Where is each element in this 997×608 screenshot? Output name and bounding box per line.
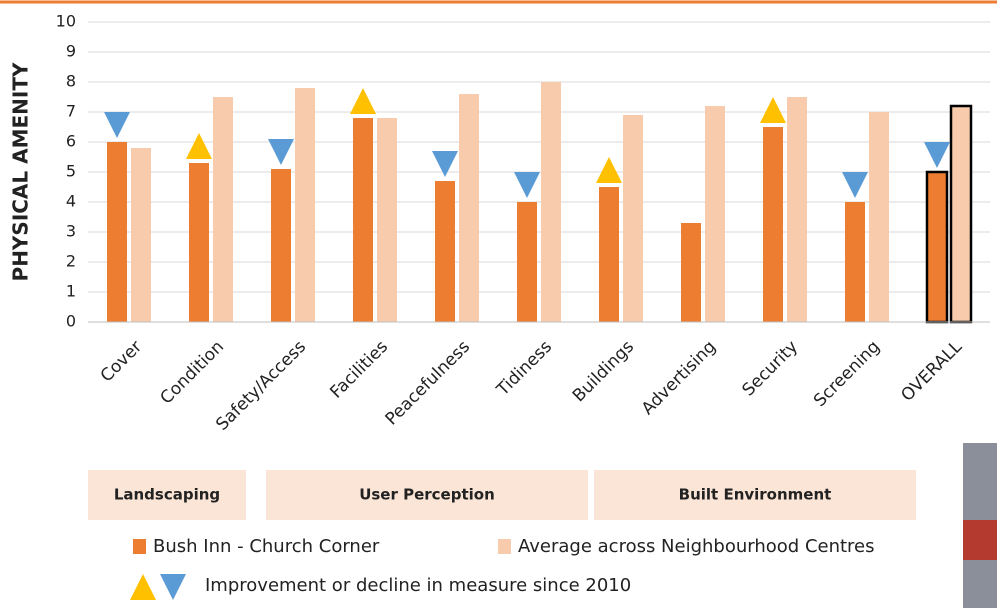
bar	[925, 170, 949, 324]
bar	[459, 94, 479, 322]
photo-sign	[963, 520, 997, 560]
bar	[869, 112, 889, 322]
bar	[435, 181, 455, 322]
bar	[213, 97, 233, 322]
x-tick-label: Cover	[97, 337, 146, 386]
y-tick-label: 3	[66, 222, 76, 241]
y-tick-label: 6	[66, 132, 76, 151]
y-tick-label: 9	[66, 42, 76, 61]
x-tick-label: Security	[739, 337, 803, 401]
bar	[763, 127, 783, 322]
bar	[189, 163, 209, 322]
y-tick-label: 7	[66, 102, 76, 121]
group-label: Built Environment	[679, 486, 832, 504]
y-tick-label: 4	[66, 192, 76, 211]
trend-marker	[760, 97, 786, 123]
bar	[681, 223, 701, 322]
bar	[787, 97, 807, 322]
x-tick-label: OVERALL	[897, 337, 966, 406]
trend-marker	[514, 172, 540, 198]
trend-marker	[268, 139, 294, 165]
group-box	[266, 470, 588, 520]
bar	[599, 187, 619, 322]
trend-marker	[596, 157, 622, 183]
legend-label: Improvement or decline in measure since …	[205, 575, 631, 596]
y-tick-label: 0	[66, 312, 76, 331]
bar	[705, 106, 725, 322]
legend-label: Bush Inn - Church Corner	[153, 536, 380, 557]
legend-trend-down	[160, 574, 186, 600]
x-tick-label: Tidiness	[492, 337, 556, 401]
legend-trend-up	[130, 574, 156, 600]
bar	[377, 118, 397, 322]
bar	[107, 142, 127, 322]
bar	[623, 115, 643, 322]
y-axis-label: PHYSICAL AMENITY	[9, 62, 33, 281]
legend-swatch	[133, 539, 146, 554]
y-tick-label: 8	[66, 72, 76, 91]
x-tick-label: Condition	[157, 337, 229, 409]
bar	[271, 169, 291, 322]
group-label: User Perception	[359, 486, 495, 504]
y-tick-label: 10	[56, 12, 76, 31]
group-box	[594, 470, 916, 520]
trend-marker	[350, 88, 376, 114]
legend-label: Average across Neighbourhood Centres	[518, 536, 875, 557]
bar	[949, 104, 973, 324]
legend-swatch	[498, 539, 511, 554]
bar	[845, 202, 865, 322]
bar	[131, 148, 151, 322]
x-tick-label: Peacefulness	[382, 337, 475, 430]
trend-marker	[432, 151, 458, 177]
trend-marker	[186, 133, 212, 159]
x-tick-label: Facilities	[326, 337, 392, 403]
trend-marker	[842, 172, 868, 198]
bar	[353, 118, 373, 322]
group-box	[88, 470, 246, 520]
x-tick-label: Advertising	[638, 337, 720, 419]
trend-marker	[924, 142, 950, 168]
x-tick-label: Screening	[810, 337, 884, 411]
x-tick-label: Buildings	[569, 337, 638, 406]
trend-marker	[104, 112, 130, 138]
bar	[295, 88, 315, 322]
y-tick-label: 5	[66, 162, 76, 181]
y-tick-label: 1	[66, 282, 76, 301]
y-tick-label: 2	[66, 252, 76, 271]
bar	[517, 202, 537, 322]
group-label: Landscaping	[114, 486, 220, 504]
bar	[541, 82, 561, 322]
